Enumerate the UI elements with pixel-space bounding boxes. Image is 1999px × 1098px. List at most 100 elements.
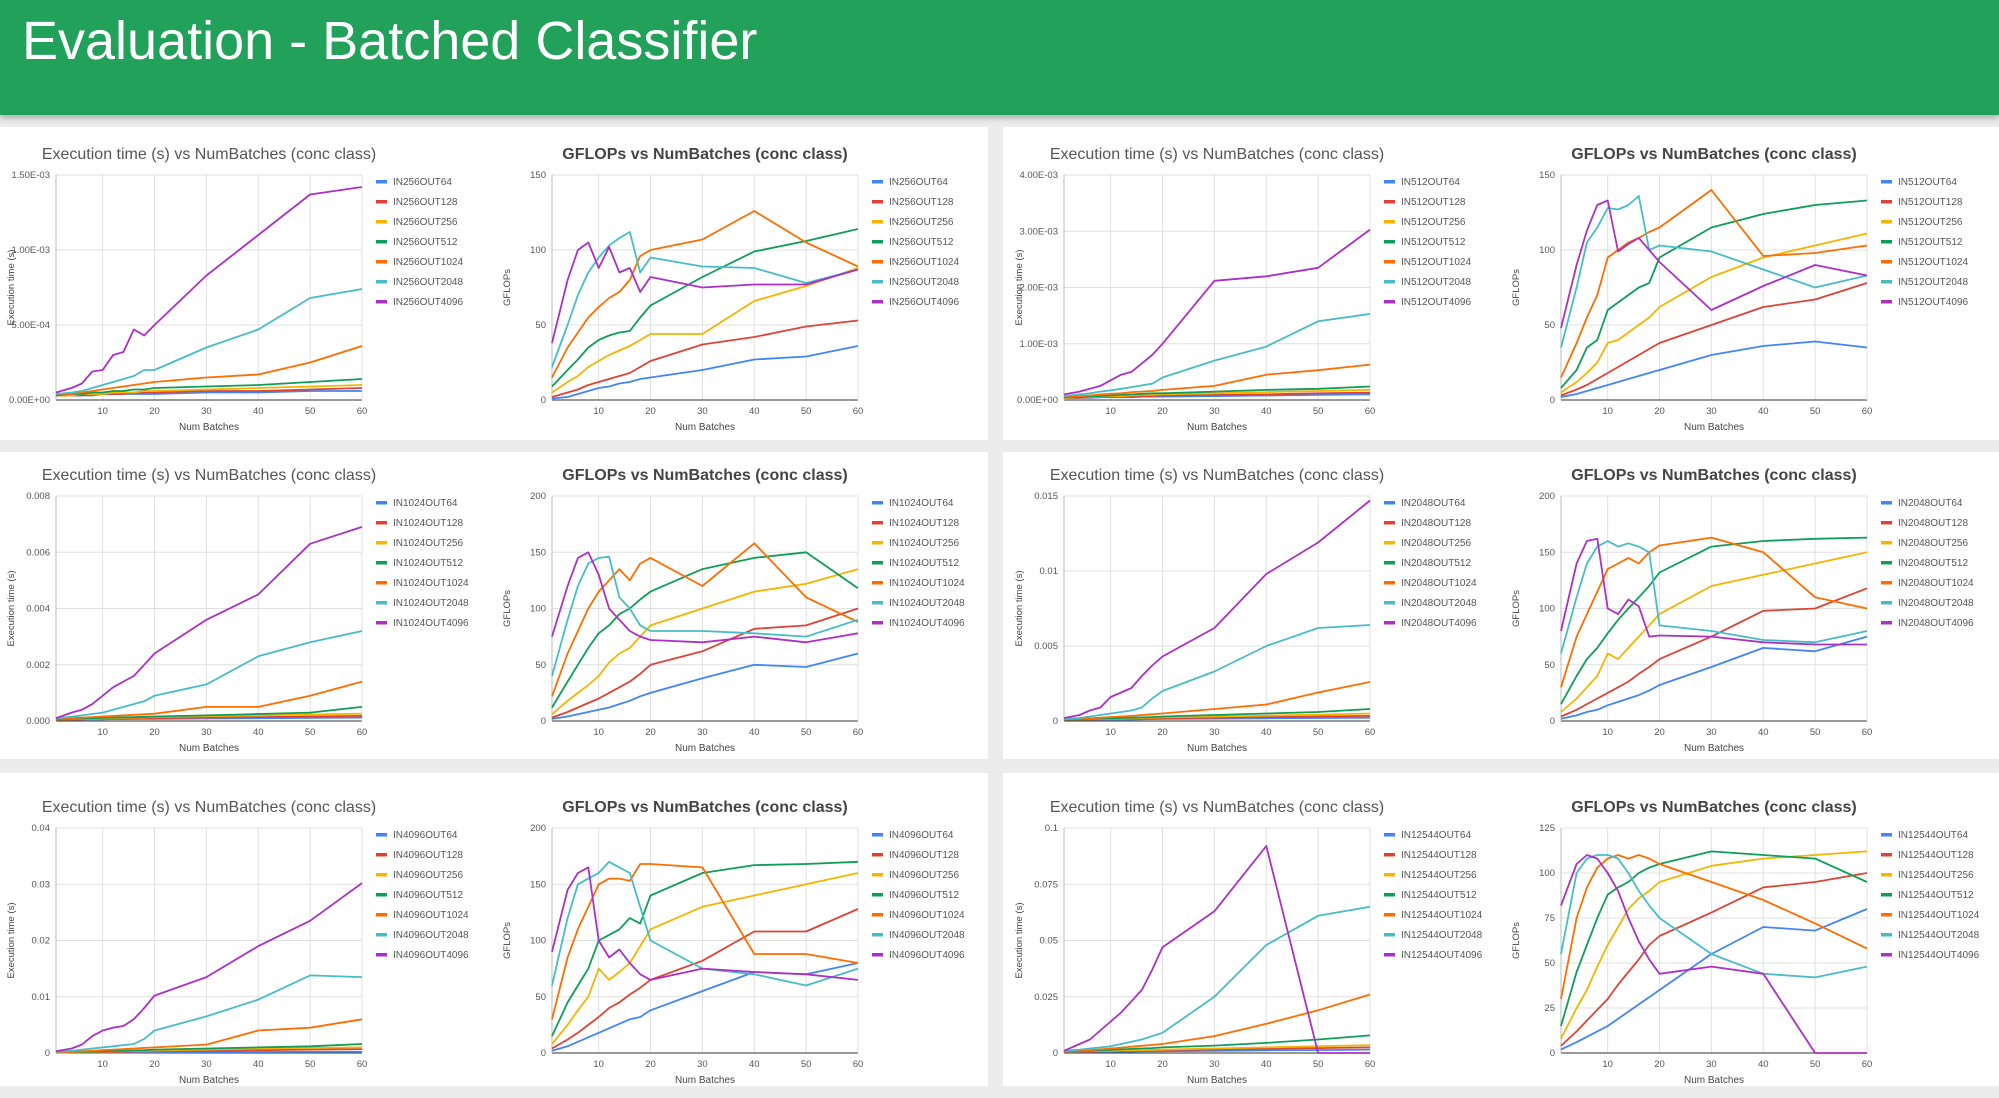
y-tick-label: 0 <box>541 716 546 727</box>
legend-label: IN512OUT4096 <box>1898 297 1968 308</box>
x-tick-label: 40 <box>253 406 264 417</box>
legend-label: IN2048OUT512 <box>1898 558 1968 569</box>
legend-swatch <box>1384 180 1395 184</box>
series-line-in256out128 <box>551 319 859 398</box>
legend-swatch <box>872 260 883 264</box>
x-tick-label: 10 <box>1105 727 1116 738</box>
series-line-in256out1024 <box>56 345 363 395</box>
x-tick-label: 30 <box>1706 727 1717 738</box>
legend-swatch <box>872 873 883 877</box>
legend-label: IN256OUT2048 <box>889 277 959 288</box>
legend-swatch <box>1881 240 1892 244</box>
legend-label: IN4096OUT256 <box>393 870 463 881</box>
y-tick-label: 200 <box>1539 491 1555 502</box>
series-line-in1024out128 <box>551 607 859 719</box>
legend-label: IN2048OUT512 <box>1401 558 1471 569</box>
x-tick-label: 50 <box>305 406 316 417</box>
series-line-in256out1024 <box>551 210 859 378</box>
x-tick-label: 10 <box>1602 1059 1613 1070</box>
legend-swatch <box>376 300 387 304</box>
series-line-in4096out2048 <box>55 974 363 1053</box>
legend-label: IN4096OUT1024 <box>393 910 469 921</box>
legend-label: IN1024OUT128 <box>393 518 463 529</box>
series-line-in512out4096 <box>1063 228 1371 396</box>
legend-label: IN512OUT4096 <box>1401 297 1471 308</box>
series-line-in12544out1024 <box>1063 993 1371 1053</box>
y-tick-label: 100 <box>530 604 546 615</box>
legend-label: IN2048OUT4096 <box>1401 618 1477 629</box>
series-line-in4096out128 <box>551 908 859 1050</box>
legend-swatch <box>872 933 883 937</box>
legend-label: IN2048OUT2048 <box>1401 598 1477 609</box>
y-tick-label: 0.004 <box>26 604 50 615</box>
legend-swatch <box>1881 561 1892 565</box>
legend-swatch <box>872 220 883 224</box>
legend-swatch <box>376 853 387 857</box>
legend-label: IN1024OUT1024 <box>393 578 469 589</box>
panel-row2-right <box>1003 452 1999 759</box>
y-tick-label: 0 <box>1550 395 1555 406</box>
legend-label: IN256OUT256 <box>393 217 458 228</box>
legend-swatch <box>1384 621 1395 625</box>
x-tick-label: 40 <box>749 1059 760 1070</box>
legend-label: IN512OUT128 <box>1401 197 1466 208</box>
legend-swatch <box>1384 893 1395 897</box>
y-tick-label: 3.00E-03 <box>1019 226 1058 237</box>
legend-label: IN4096OUT64 <box>889 830 954 841</box>
x-tick-label: 20 <box>149 1059 160 1070</box>
chart-5: Execution time (s) vs NumBatches (conc c… <box>6 467 469 753</box>
legend-label: IN12544OUT4096 <box>1898 950 1980 961</box>
legend-swatch <box>1881 581 1892 585</box>
legend-swatch <box>1384 581 1395 585</box>
y-tick-label: 150 <box>530 879 546 890</box>
legend-label: IN1024OUT2048 <box>889 598 965 609</box>
x-tick-label: 30 <box>1706 406 1717 417</box>
y-tick-label: 100 <box>1539 868 1555 879</box>
series-line-in512out1024 <box>1063 363 1371 398</box>
y-tick-label: 150 <box>1539 170 1555 181</box>
series-line-in256out64 <box>551 345 859 400</box>
x-tick-label: 60 <box>1365 1059 1376 1070</box>
series-line-in4096out512 <box>551 860 859 1037</box>
chart-title: GFLOPs vs NumBatches (conc class) <box>1571 146 1856 163</box>
x-tick-label: 60 <box>1365 727 1376 738</box>
series-line-in12544out2048 <box>1063 905 1371 1052</box>
y-axis-title: Execution time (s) <box>6 249 17 325</box>
x-tick-label: 20 <box>1654 406 1665 417</box>
series-line-in4096out2048 <box>551 860 859 987</box>
y-axis-title: GFLOPs <box>1511 590 1522 627</box>
y-tick-label: 0.05 <box>1040 936 1059 947</box>
y-tick-label: 1.50E-03 <box>11 170 50 181</box>
chart-title: GFLOPs vs NumBatches (conc class) <box>1571 799 1856 816</box>
y-tick-label: 0.000 <box>26 716 50 727</box>
legend-label: IN512OUT1024 <box>1898 257 1968 268</box>
legend-label: IN12544OUT128 <box>1401 850 1477 861</box>
series-line-in512out2048 <box>1063 313 1371 397</box>
series-line-in4096out64 <box>551 962 859 1052</box>
legend-label: IN2048OUT4096 <box>1898 618 1974 629</box>
legend-swatch <box>1384 521 1395 525</box>
y-tick-label: 50 <box>1544 320 1555 331</box>
y-tick-label: 0.025 <box>1034 992 1058 1003</box>
x-axis-title: Num Batches <box>1187 1075 1247 1085</box>
legend-swatch <box>872 853 883 857</box>
x-tick-label: 60 <box>853 406 864 417</box>
y-tick-label: 50 <box>535 660 546 671</box>
x-tick-label: 60 <box>1365 406 1376 417</box>
legend-label: IN1024OUT64 <box>889 498 954 509</box>
y-axis-title: Execution time (s) <box>1014 902 1025 978</box>
y-tick-label: 50 <box>1544 660 1555 671</box>
legend-swatch <box>1881 873 1892 877</box>
legend-swatch <box>872 521 883 525</box>
legend-swatch <box>1881 220 1892 224</box>
chart-9: Execution time (s) vs NumBatches (conc c… <box>6 799 469 1085</box>
legend-label: IN2048OUT128 <box>1898 518 1968 529</box>
chart-title: GFLOPs vs NumBatches (conc class) <box>562 467 847 484</box>
legend-label: IN256OUT4096 <box>393 297 463 308</box>
chart-title: Execution time (s) vs NumBatches (conc c… <box>42 799 376 816</box>
legend-label: IN4096OUT512 <box>393 890 463 901</box>
y-tick-label: 50 <box>535 992 546 1003</box>
legend-label: IN1024OUT256 <box>889 538 959 549</box>
y-tick-label: 0.00E+00 <box>9 395 50 406</box>
legend-label: IN512OUT64 <box>1401 177 1460 188</box>
